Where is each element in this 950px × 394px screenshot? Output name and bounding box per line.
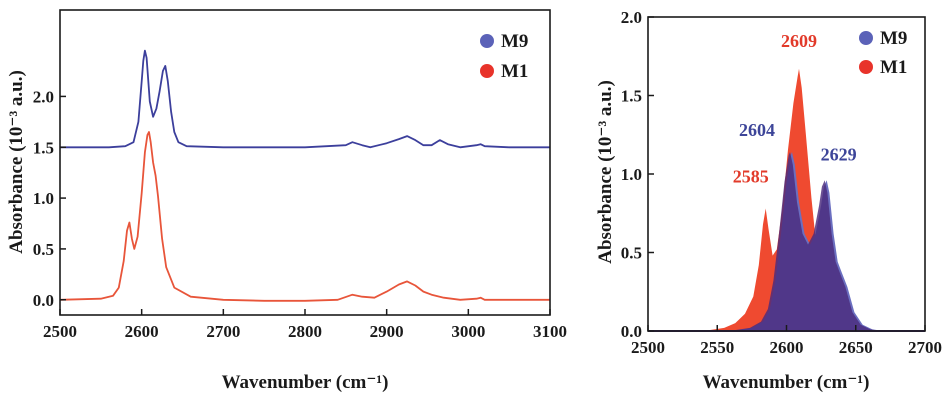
right-x-tick-label: 2650 [839,338,873,357]
left-x-tick-label: 2900 [370,322,404,341]
legend-label-m9-right: M9 [880,28,907,49]
left-ticks-layer: 2500 2600 2700 2800 2900 3000 3100 0.0 0.5 1.0 1.5… [33,87,567,341]
left-x-tick-label: 2700 [206,322,240,341]
left-y-tick-label: 0.0 [33,291,54,310]
left-x-axis-label: Wavenumber (cm⁻¹) [222,372,389,393]
right-x-tick-label: 2500 [631,338,665,357]
right-peak-annotations: 2609 2585 2604 2629 [733,31,857,187]
right-x-tick-label: 2550 [700,338,734,357]
left-x-tick-label: 2600 [125,322,159,341]
left-y-axis-label: Absorbance (10⁻³ a.u.) [6,70,27,254]
right-y-axis-label: Absorbance (10⁻³ a.u.) [595,80,616,264]
peak-label-2585: 2585 [733,167,769,187]
right-y-tick-label: 0.0 [621,322,642,341]
series-area-m9 [646,152,923,331]
legend-label-m1-right: M1 [880,57,907,78]
left-y-tick-label: 2.0 [33,87,54,106]
peak-label-2609: 2609 [781,31,817,51]
right-y-tick-label: 1.0 [621,165,642,184]
right-x-tick-label: 2600 [770,338,804,357]
left-y-tick-label: 1.0 [33,189,54,208]
right-series-layer [646,68,925,332]
series-line-m9 [60,49,550,149]
legend-marker-m1-right [859,60,873,74]
right-chart-panel: 2500 2550 2600 2650 2700 0.0 0.5 1.0 1.5 2.0 2609… [595,8,942,393]
right-x-tick-label: 2700 [908,338,942,357]
right-y-tick-label: 1.5 [621,87,642,106]
left-series-layer [59,49,550,302]
left-x-tick-label: 2500 [43,322,77,341]
left-x-tick-label: 3000 [451,322,485,341]
right-ticks-layer: 2500 2550 2600 2650 2700 0.0 0.5 1.0 1.5 2.0 [621,8,942,357]
legend-label-m1: M1 [501,61,528,82]
peak-label-2629: 2629 [821,144,857,164]
left-chart-panel: 2500 2600 2700 2800 2900 3000 3100 0.0 0.5 1.0 1.5… [6,9,567,393]
left-x-tick-label: 2800 [288,322,322,341]
legend-marker-m9-right [859,31,873,45]
right-y-tick-label: 0.5 [621,244,642,263]
left-y-tick-label: 0.5 [33,240,54,259]
right-y-tick-label: 2.0 [621,8,642,27]
series-line-m1 [59,131,550,302]
left-y-tick-label: 1.5 [33,138,54,157]
legend-marker-m1 [480,64,494,78]
legend-marker-m9 [480,34,494,48]
right-x-axis-label: Wavenumber (cm⁻¹) [703,372,870,393]
peak-label-2604: 2604 [739,120,775,140]
left-x-tick-label: 3100 [533,322,567,341]
legend-label-m9: M9 [501,31,528,52]
left-plot-frame [59,9,551,316]
